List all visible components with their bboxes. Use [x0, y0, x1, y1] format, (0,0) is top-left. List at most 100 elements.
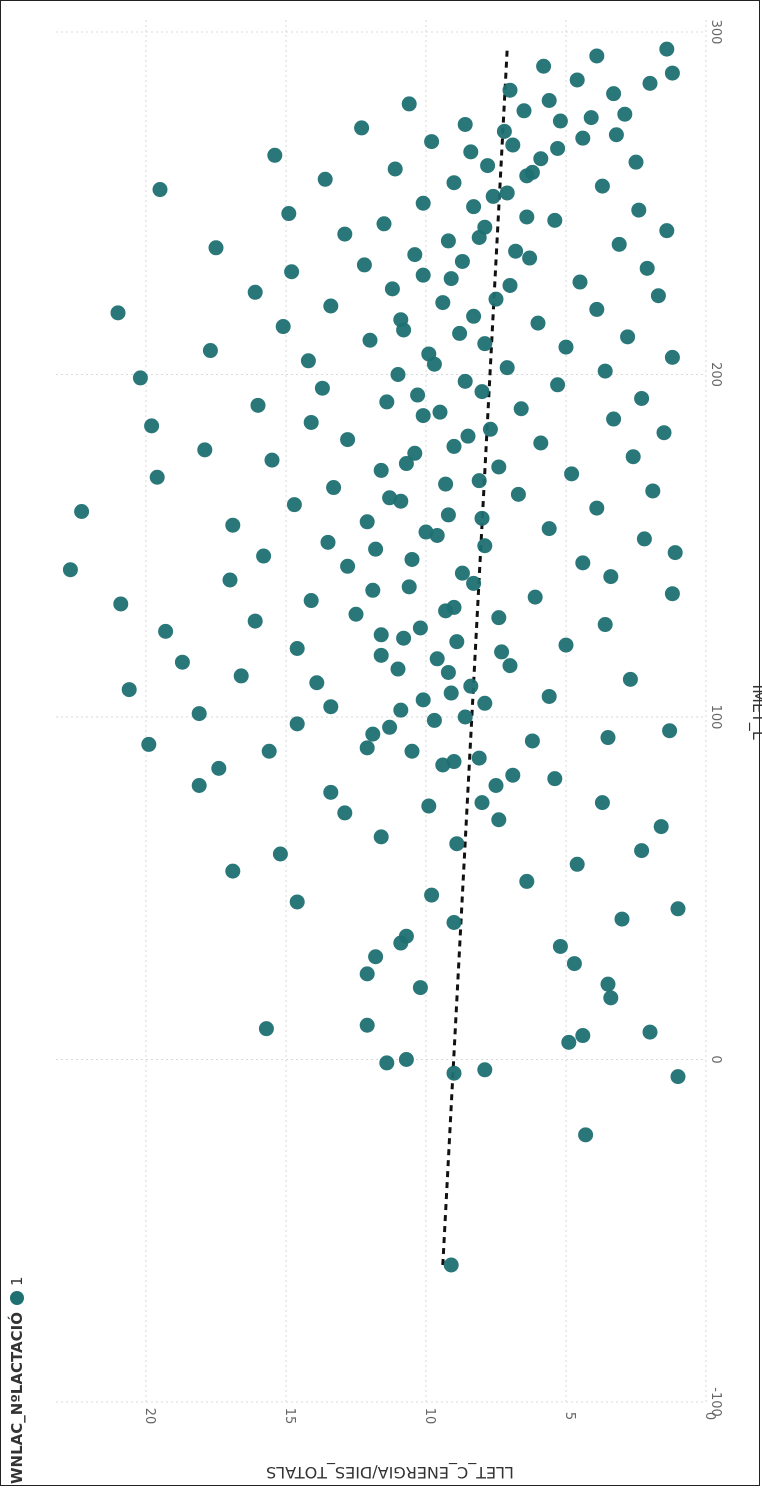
data-point — [144, 418, 160, 434]
data-point — [603, 990, 619, 1006]
data-point — [446, 438, 462, 454]
data-point — [597, 363, 613, 379]
data-point — [440, 233, 456, 249]
data-point — [373, 647, 389, 663]
data-point — [424, 134, 440, 150]
data-point — [597, 617, 613, 633]
x-tick-label: 0 — [708, 1055, 723, 1063]
y-tick-label: 10 — [422, 1408, 437, 1425]
data-point — [443, 1257, 459, 1273]
data-point — [443, 685, 459, 701]
data-point — [384, 281, 400, 297]
data-point — [620, 329, 636, 345]
data-point — [250, 397, 266, 413]
data-point — [499, 360, 515, 376]
data-point — [645, 483, 661, 499]
data-point — [575, 1028, 591, 1044]
data-point — [454, 565, 470, 581]
legend: WNLAC_NºLACTACIÓ 1 — [7, 1276, 26, 1484]
data-point — [491, 812, 507, 828]
data-point — [376, 216, 392, 232]
data-point — [393, 702, 409, 718]
data-point — [485, 188, 501, 204]
data-point — [284, 264, 300, 280]
data-point — [225, 517, 241, 533]
data-point — [440, 664, 456, 680]
data-point — [359, 966, 375, 982]
data-point — [289, 641, 305, 656]
data-point — [286, 497, 302, 513]
data-point — [541, 521, 557, 537]
data-point — [264, 452, 280, 468]
data-point — [415, 692, 431, 708]
y-axis-title: LLET_C_ENERGIA/DIES_TOTALS — [266, 1462, 514, 1482]
data-point — [429, 651, 445, 667]
data-point — [505, 137, 521, 153]
data-point — [440, 507, 456, 523]
data-point — [426, 356, 442, 372]
data-point — [608, 127, 624, 143]
data-point — [373, 627, 389, 643]
data-point — [382, 719, 398, 735]
data-point — [258, 1021, 274, 1037]
data-point — [558, 637, 574, 653]
data-point — [233, 668, 249, 684]
data-point — [527, 589, 543, 605]
data-point — [191, 706, 207, 722]
data-point — [634, 390, 650, 406]
data-point — [121, 682, 137, 698]
data-point — [314, 380, 330, 396]
data-point — [362, 332, 378, 348]
data-points — [62, 41, 686, 1273]
data-point — [477, 695, 493, 711]
data-point — [491, 610, 507, 626]
data-point — [267, 147, 283, 163]
data-point — [541, 93, 557, 108]
data-point — [359, 1017, 375, 1033]
data-point — [281, 206, 297, 222]
data-point — [457, 373, 473, 389]
data-point — [603, 569, 619, 585]
data-point — [505, 767, 521, 783]
data-point — [670, 1069, 686, 1085]
data-point — [496, 123, 512, 139]
data-point — [320, 534, 336, 550]
data-point — [398, 1052, 414, 1067]
data-point — [466, 308, 482, 324]
data-point — [474, 384, 490, 400]
data-point — [622, 671, 638, 687]
data-point — [368, 949, 384, 965]
data-point — [477, 336, 493, 352]
data-point — [412, 980, 428, 996]
data-point — [564, 466, 580, 482]
data-point — [373, 829, 389, 845]
data-point — [398, 928, 414, 944]
data-point — [642, 75, 658, 91]
data-point — [365, 726, 381, 742]
data-point — [141, 736, 157, 752]
data-point — [390, 661, 406, 677]
data-point — [337, 226, 353, 242]
data-point — [463, 678, 479, 694]
data-point — [396, 322, 412, 338]
data-point — [452, 325, 468, 341]
data-point — [272, 846, 288, 862]
data-point — [533, 435, 549, 451]
data-point — [625, 449, 641, 465]
data-point — [519, 209, 535, 225]
data-point — [566, 956, 582, 972]
data-point — [132, 370, 148, 386]
data-point — [589, 500, 605, 516]
x-tick-label: 300 — [708, 20, 723, 45]
data-point — [359, 514, 375, 530]
data-point — [337, 805, 353, 821]
x-tick-label: 100 — [708, 705, 723, 730]
data-point — [494, 644, 510, 660]
data-point — [379, 1055, 395, 1071]
data-point — [158, 623, 174, 639]
data-point — [398, 456, 414, 472]
data-point — [289, 894, 305, 910]
data-point — [356, 257, 372, 273]
data-point — [502, 658, 518, 674]
